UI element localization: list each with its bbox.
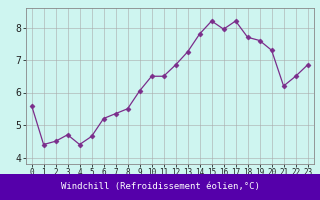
Text: Windchill (Refroidissement éolien,°C): Windchill (Refroidissement éolien,°C) [60, 182, 260, 192]
